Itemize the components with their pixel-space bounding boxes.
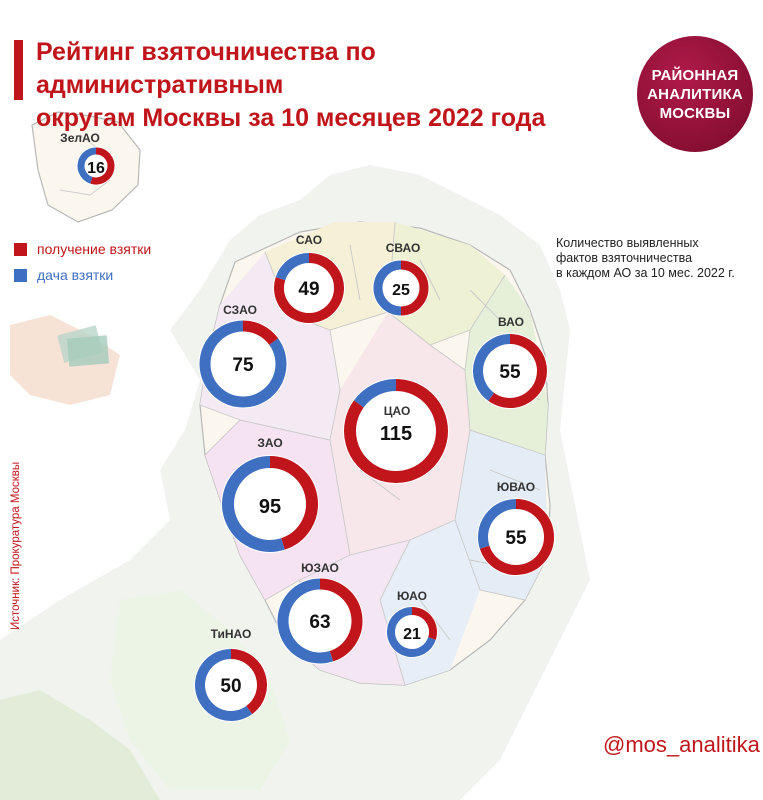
district-donut-8: ЮЗАО 63 [276, 561, 364, 665]
donut-slice-received [269, 456, 318, 550]
social-handle[interactable]: @mos_analitika [603, 732, 760, 757]
donut-value-label: 115 [380, 423, 412, 445]
note-line-3: в каждом АО за 10 мес. 2022 г. [556, 266, 735, 280]
donut-slice-received [400, 260, 429, 316]
donut-backdrop [198, 319, 288, 409]
district-donut-10: ТиНАО 50 [194, 627, 268, 722]
donut-slice-given [77, 147, 97, 184]
logo-line-2: АНАЛИТИКА [647, 85, 743, 103]
note-line-1: Количество выявленных [556, 236, 699, 250]
donut-slice-given [195, 649, 253, 721]
legend-swatch-received [14, 242, 27, 256]
donut-slice-received [274, 253, 344, 323]
brand-logo: РАЙОННАЯ АНАЛИТИКА МОСКВЫ [637, 36, 753, 152]
donut-value-label: 55 [499, 362, 521, 383]
district-donut-5: 115 ЦАО [343, 378, 449, 484]
legend-label-given: дача взятки [37, 267, 114, 283]
donut-value-label: 16 [87, 160, 105, 177]
district-name-label: ЮЗАО [301, 561, 339, 575]
title-line-2: округам Москвы за 10 месяцев 2022 года [36, 104, 546, 132]
donut-slice-given [222, 456, 285, 552]
legend-item-received: получение взятки [14, 236, 151, 262]
donut-slice-received [242, 320, 279, 346]
donut-slice-received [479, 499, 554, 575]
title-line-1: Рейтинг взяточничества по административн… [36, 38, 376, 99]
logo-line-3: МОСКВЫ [659, 104, 731, 122]
district-donut-2: СВАО 25 [372, 241, 430, 317]
donut-slice-received [488, 334, 547, 408]
donut-slice-given [473, 334, 511, 401]
donut-value-label: 75 [232, 355, 254, 376]
donut-backdrop [343, 378, 449, 484]
district-name-label: ВАО [498, 315, 524, 329]
donut-value-label: 49 [298, 279, 319, 300]
donut-slice-given [387, 607, 436, 657]
donut-backdrop [276, 577, 364, 665]
donut-value-label: 25 [392, 282, 410, 299]
district-donut-0: ЗелАО 16 [60, 131, 116, 186]
district-name-label: ЗелАО [60, 131, 100, 145]
donut-slice-received [230, 649, 267, 715]
district-name-label: ЦАО [384, 404, 411, 418]
district-name-label: ЮАО [397, 589, 427, 603]
district-donut-4: ВАО 55 [472, 315, 548, 409]
legend-label-received: получение взятки [37, 241, 152, 257]
district-donut-7: ЮВАО 55 [477, 480, 555, 576]
donut-backdrop [472, 333, 548, 409]
donut-backdrop [221, 455, 319, 553]
donut-slice-given [373, 260, 402, 316]
district-donut-1: САО 49 [273, 233, 345, 324]
page-title: Рейтинг взяточничества по административн… [36, 36, 596, 135]
donut-backdrop [477, 498, 555, 576]
donut-value-label: 55 [505, 528, 527, 549]
district-donut-9: ЮАО 21 [386, 589, 438, 658]
district-name-label: САО [296, 233, 322, 247]
donut-value-label: 21 [403, 626, 421, 643]
note-line-2: фактов взяточничества [556, 251, 693, 265]
donut-slice-received [319, 578, 363, 662]
donut-value-label: 95 [259, 496, 281, 518]
logo-line-1: РАЙОННАЯ [651, 66, 739, 84]
donut-slice-given [353, 379, 397, 408]
district-name-label: СВАО [386, 241, 421, 255]
chart-note: Количество выявленных фактов взяточничес… [556, 236, 756, 281]
district-name-label: СЗАО [223, 303, 257, 317]
title-accent-bar [14, 40, 23, 100]
district-donut-6: ЗАО 95 [221, 436, 319, 553]
legend-item-given: дача взятки [14, 262, 151, 288]
district-donut-3: СЗАО 75 [198, 303, 288, 409]
district-name-label: ТиНАО [211, 627, 252, 641]
donut-slice-received [411, 607, 437, 640]
donut-slice-given [199, 320, 287, 408]
district-name-label: ЮВАО [497, 480, 535, 494]
donut-slice-given [275, 253, 310, 281]
donut-slice-received [90, 147, 115, 185]
legend: получение взятки дача взятки [14, 236, 151, 288]
donut-slice-given [277, 578, 334, 664]
donut-value-label: 50 [220, 676, 241, 697]
donut-slice-given [478, 499, 517, 549]
donut-value-label: 63 [309, 612, 330, 633]
legend-swatch-given [14, 268, 27, 282]
district-name-label: ЗАО [257, 436, 282, 450]
donut-slice-received [344, 379, 448, 483]
